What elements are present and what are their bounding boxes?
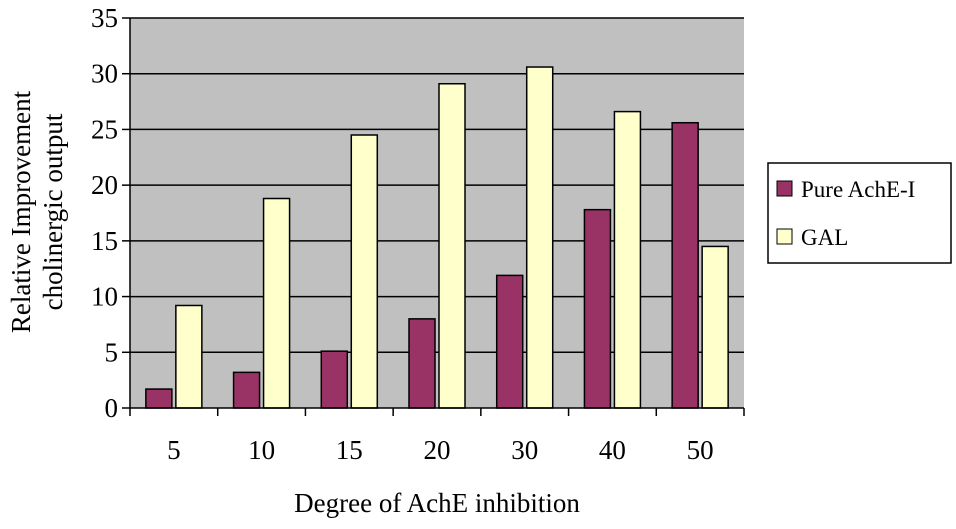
bar-gal-30 (525, 66, 554, 409)
bar-gal-5 (175, 304, 203, 409)
gridlines (130, 17, 744, 354)
y-tick-label: 0 (105, 393, 119, 423)
bar-pure-ache-i-30 (495, 274, 524, 409)
y-tick-label: 10 (91, 282, 118, 312)
x-tick-label: 50 (687, 435, 714, 465)
bar-pure-ache-i-10 (232, 371, 261, 409)
y-axis-label-line-1: Relative Improvement (6, 90, 36, 333)
bar-gal-10 (262, 197, 291, 409)
y-tick-label: 35 (91, 3, 118, 33)
bar-pure-ache-i-50 (671, 121, 699, 409)
x-tick-label: 30 (511, 435, 538, 465)
x-axis-label: Degree of AchE inhibition (294, 488, 580, 518)
y-tick-labels: 0 5 10 15 20 25 30 35 (91, 3, 130, 423)
y-tick-label: 15 (91, 226, 118, 256)
legend-box (767, 162, 952, 264)
x-tick-labels: 5 10 15 20 30 40 50 (129, 408, 745, 465)
legend-swatch-pure-ache-i (776, 180, 793, 197)
bar-pure-ache-i-20 (408, 318, 436, 409)
y-tick-label: 20 (91, 170, 118, 200)
y-axis-label-line-2: cholinergic output (38, 113, 68, 310)
bar-gal-15 (350, 134, 379, 409)
bar-pure-ache-i-40 (583, 208, 612, 409)
bar-pure-ache-i-5 (145, 388, 173, 409)
legend-swatch-gal (776, 228, 793, 245)
x-tick-label: 20 (424, 435, 451, 465)
bar-gal-40 (613, 110, 642, 409)
x-tick-label: 10 (248, 435, 275, 465)
y-tick-label: 30 (91, 59, 118, 89)
legend-label-gal: GAL (801, 225, 848, 250)
legend: Pure AchE-I GAL (767, 162, 952, 264)
bar-gal-50 (701, 245, 729, 409)
legend-label-pure-ache-i: Pure AchE-I (801, 177, 915, 202)
x-tick-label: 40 (599, 435, 626, 465)
bar-gal-20 (438, 82, 466, 409)
y-tick-label: 25 (91, 114, 118, 144)
axes (129, 18, 744, 409)
x-tick-label: 5 (167, 435, 181, 465)
plot-area (130, 18, 744, 408)
bar-pure-ache-i-15 (320, 350, 349, 409)
y-tick-label: 5 (105, 337, 119, 367)
x-tick-label: 15 (336, 435, 363, 465)
